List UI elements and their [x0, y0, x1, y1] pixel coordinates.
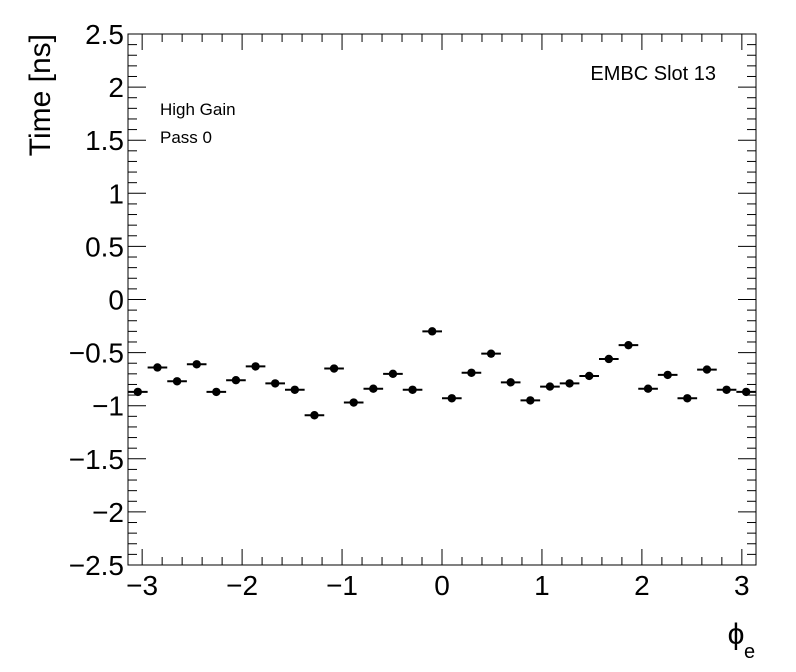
- data-point: [703, 365, 711, 373]
- annotation-pass: Pass 0: [160, 128, 212, 147]
- data-point: [134, 388, 142, 396]
- annotation-slot: EMBC Slot 13: [590, 63, 716, 85]
- data-point: [605, 355, 613, 363]
- y-tick-label: −2: [92, 497, 124, 528]
- data-point: [742, 388, 750, 396]
- data-point: [546, 382, 554, 390]
- y-tick-label: 2.5: [85, 19, 124, 50]
- data-point: [192, 360, 200, 368]
- y-axis-title: Time [ns]: [24, 34, 57, 156]
- x-tick-label: −1: [326, 570, 358, 601]
- data-point: [428, 327, 436, 335]
- x-tick-label: 1: [534, 570, 550, 601]
- y-tick-label: −2.5: [69, 550, 124, 581]
- x-tick-label: 2: [634, 570, 650, 601]
- data-point: [722, 386, 730, 394]
- y-tick-label: 1.5: [85, 125, 124, 156]
- data-point: [349, 398, 357, 406]
- y-tick-label: 0.5: [85, 231, 124, 262]
- x-tick-label: −3: [126, 570, 158, 601]
- x-tick-labels: −3 −2 −1 0 1 2 3: [126, 570, 749, 601]
- data-point: [271, 379, 279, 387]
- data-point: [644, 385, 652, 393]
- data-point: [173, 377, 181, 385]
- y-tick-label: 2: [108, 72, 124, 103]
- data-point: [330, 364, 338, 372]
- data-point: [291, 386, 299, 394]
- data-point: [251, 362, 259, 370]
- data-point: [153, 363, 161, 371]
- data-point: [663, 371, 671, 379]
- data-point: [506, 378, 514, 386]
- y-tick-label: −1.5: [69, 444, 124, 475]
- data-point: [487, 349, 495, 357]
- data-point: [448, 394, 456, 402]
- y-tick-label: 1: [108, 178, 124, 209]
- data-point: [585, 372, 593, 380]
- y-tick-label: −1: [92, 391, 124, 422]
- data-point: [467, 369, 475, 377]
- data-point: [232, 376, 240, 384]
- data-point: [624, 341, 632, 349]
- data-point: [408, 386, 416, 394]
- data-point: [369, 385, 377, 393]
- data-point: [565, 379, 573, 387]
- x-tick-label: −2: [226, 570, 258, 601]
- x-axis-title-main: ϕ: [728, 618, 745, 651]
- data-point: [310, 411, 318, 419]
- data-point: [212, 388, 220, 396]
- x-axis-title-subscript: e: [744, 641, 755, 663]
- x-tick-label: 0: [434, 570, 450, 601]
- data-point: [526, 396, 534, 404]
- x-axis-title: ϕ: [728, 618, 745, 651]
- x-tick-label: 3: [734, 570, 750, 601]
- y-tick-label: 0: [108, 285, 124, 316]
- data-point: [683, 394, 691, 402]
- y-tick-label: −0.5: [69, 338, 124, 369]
- data-points: [128, 327, 756, 419]
- data-point: [389, 370, 397, 378]
- annotation-gain: High Gain: [160, 100, 236, 119]
- y-tick-labels: −2.5 −2 −1.5 −1 −0.5 0 0.5 1 1.5 2 2.5: [69, 19, 124, 581]
